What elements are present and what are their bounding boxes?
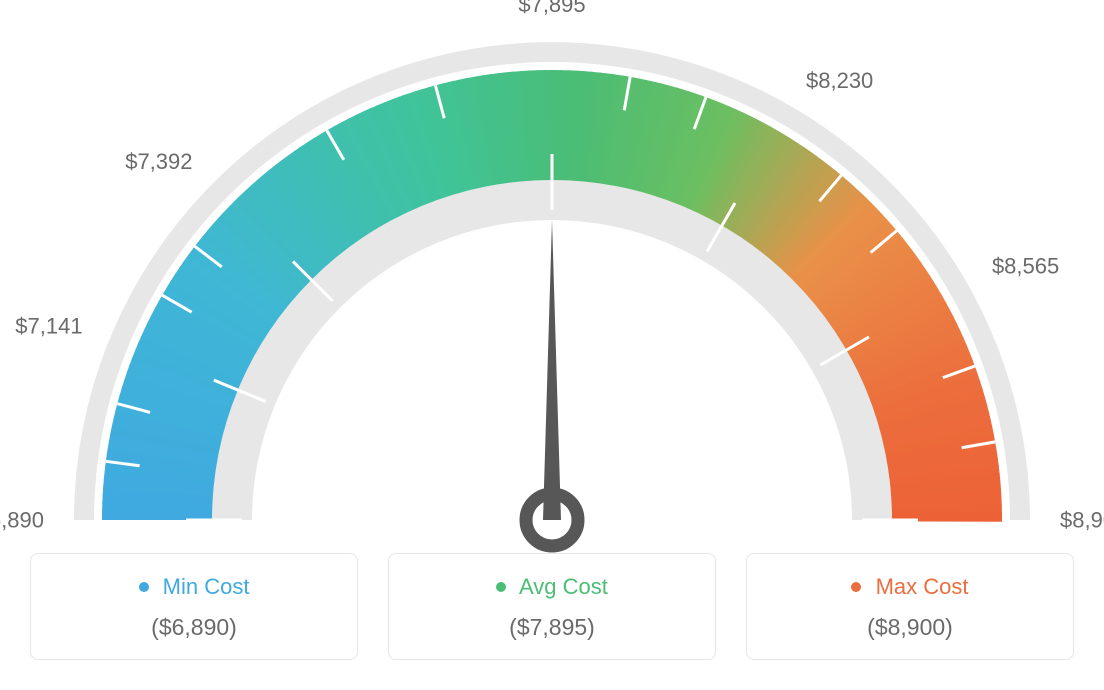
min-cost-value: ($6,890) bbox=[41, 614, 347, 641]
avg-dot-icon bbox=[496, 582, 506, 592]
avg-cost-value: ($7,895) bbox=[399, 614, 705, 641]
avg-cost-card: Avg Cost ($7,895) bbox=[388, 553, 716, 660]
gauge-tick-label: $7,392 bbox=[125, 149, 192, 174]
gauge-tick-label: $6,890 bbox=[0, 508, 44, 533]
avg-cost-title-row: Avg Cost bbox=[399, 574, 705, 600]
min-cost-title: Min Cost bbox=[163, 574, 250, 599]
avg-cost-title: Avg Cost bbox=[519, 574, 608, 599]
gauge-needle bbox=[543, 220, 561, 520]
gauge-tick-label: $7,141 bbox=[15, 313, 82, 338]
max-cost-value: ($8,900) bbox=[757, 614, 1063, 641]
chart-container: $6,890 $7,141 $7,392 $7,895 $8,230 $8,565 $8,9… bbox=[0, 0, 1104, 690]
max-cost-title: Max Cost bbox=[876, 574, 969, 599]
legend-row: Min Cost ($6,890) Avg Cost ($7,895) Max … bbox=[30, 553, 1074, 660]
gauge-tick-label: $8,230 bbox=[806, 68, 873, 93]
max-cost-card: Max Cost ($8,900) bbox=[746, 553, 1074, 660]
gauge-tick-label: $8,565 bbox=[992, 254, 1059, 279]
gauge-tick-label: $8,900 bbox=[1060, 508, 1104, 533]
gauge-svg: $6,890 $7,141 $7,392 $7,895 $8,230 $8,565 $8,9… bbox=[0, 0, 1104, 560]
min-cost-title-row: Min Cost bbox=[41, 574, 347, 600]
max-cost-title-row: Max Cost bbox=[757, 574, 1063, 600]
gauge-area: $6,890 $7,141 $7,392 $7,895 $8,230 $8,565 $8,9… bbox=[0, 0, 1104, 560]
min-cost-card: Min Cost ($6,890) bbox=[30, 553, 358, 660]
max-dot-icon bbox=[851, 582, 861, 592]
gauge-tick-label: $7,895 bbox=[518, 0, 585, 17]
min-dot-icon bbox=[139, 582, 149, 592]
